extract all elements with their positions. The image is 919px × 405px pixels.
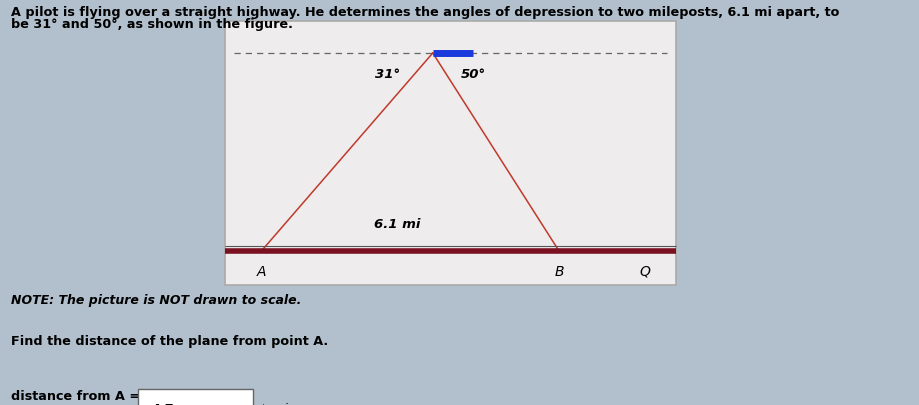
Text: distance from A =: distance from A = xyxy=(11,389,144,402)
Text: 50°: 50° xyxy=(460,68,485,81)
FancyBboxPatch shape xyxy=(225,22,675,286)
Text: A: A xyxy=(256,264,266,278)
Text: 6.1 mi: 6.1 mi xyxy=(373,217,419,230)
Text: Q: Q xyxy=(639,264,650,278)
Text: NOTE: The picture is NOT drawn to scale.: NOTE: The picture is NOT drawn to scale. xyxy=(11,294,301,307)
Text: be 31° and 50°, as shown in the figure.: be 31° and 50°, as shown in the figure. xyxy=(11,18,292,31)
Text: 4.7: 4.7 xyxy=(152,401,175,405)
Text: 31°: 31° xyxy=(375,68,400,81)
FancyBboxPatch shape xyxy=(138,389,253,405)
Text: B: B xyxy=(553,264,563,278)
Text: A pilot is flying over a straight highway. He determines the angles of depressio: A pilot is flying over a straight highwa… xyxy=(11,6,838,19)
Text: ★ mi: ★ mi xyxy=(257,401,289,405)
Text: Find the distance of the plane from point A.: Find the distance of the plane from poin… xyxy=(11,334,328,347)
